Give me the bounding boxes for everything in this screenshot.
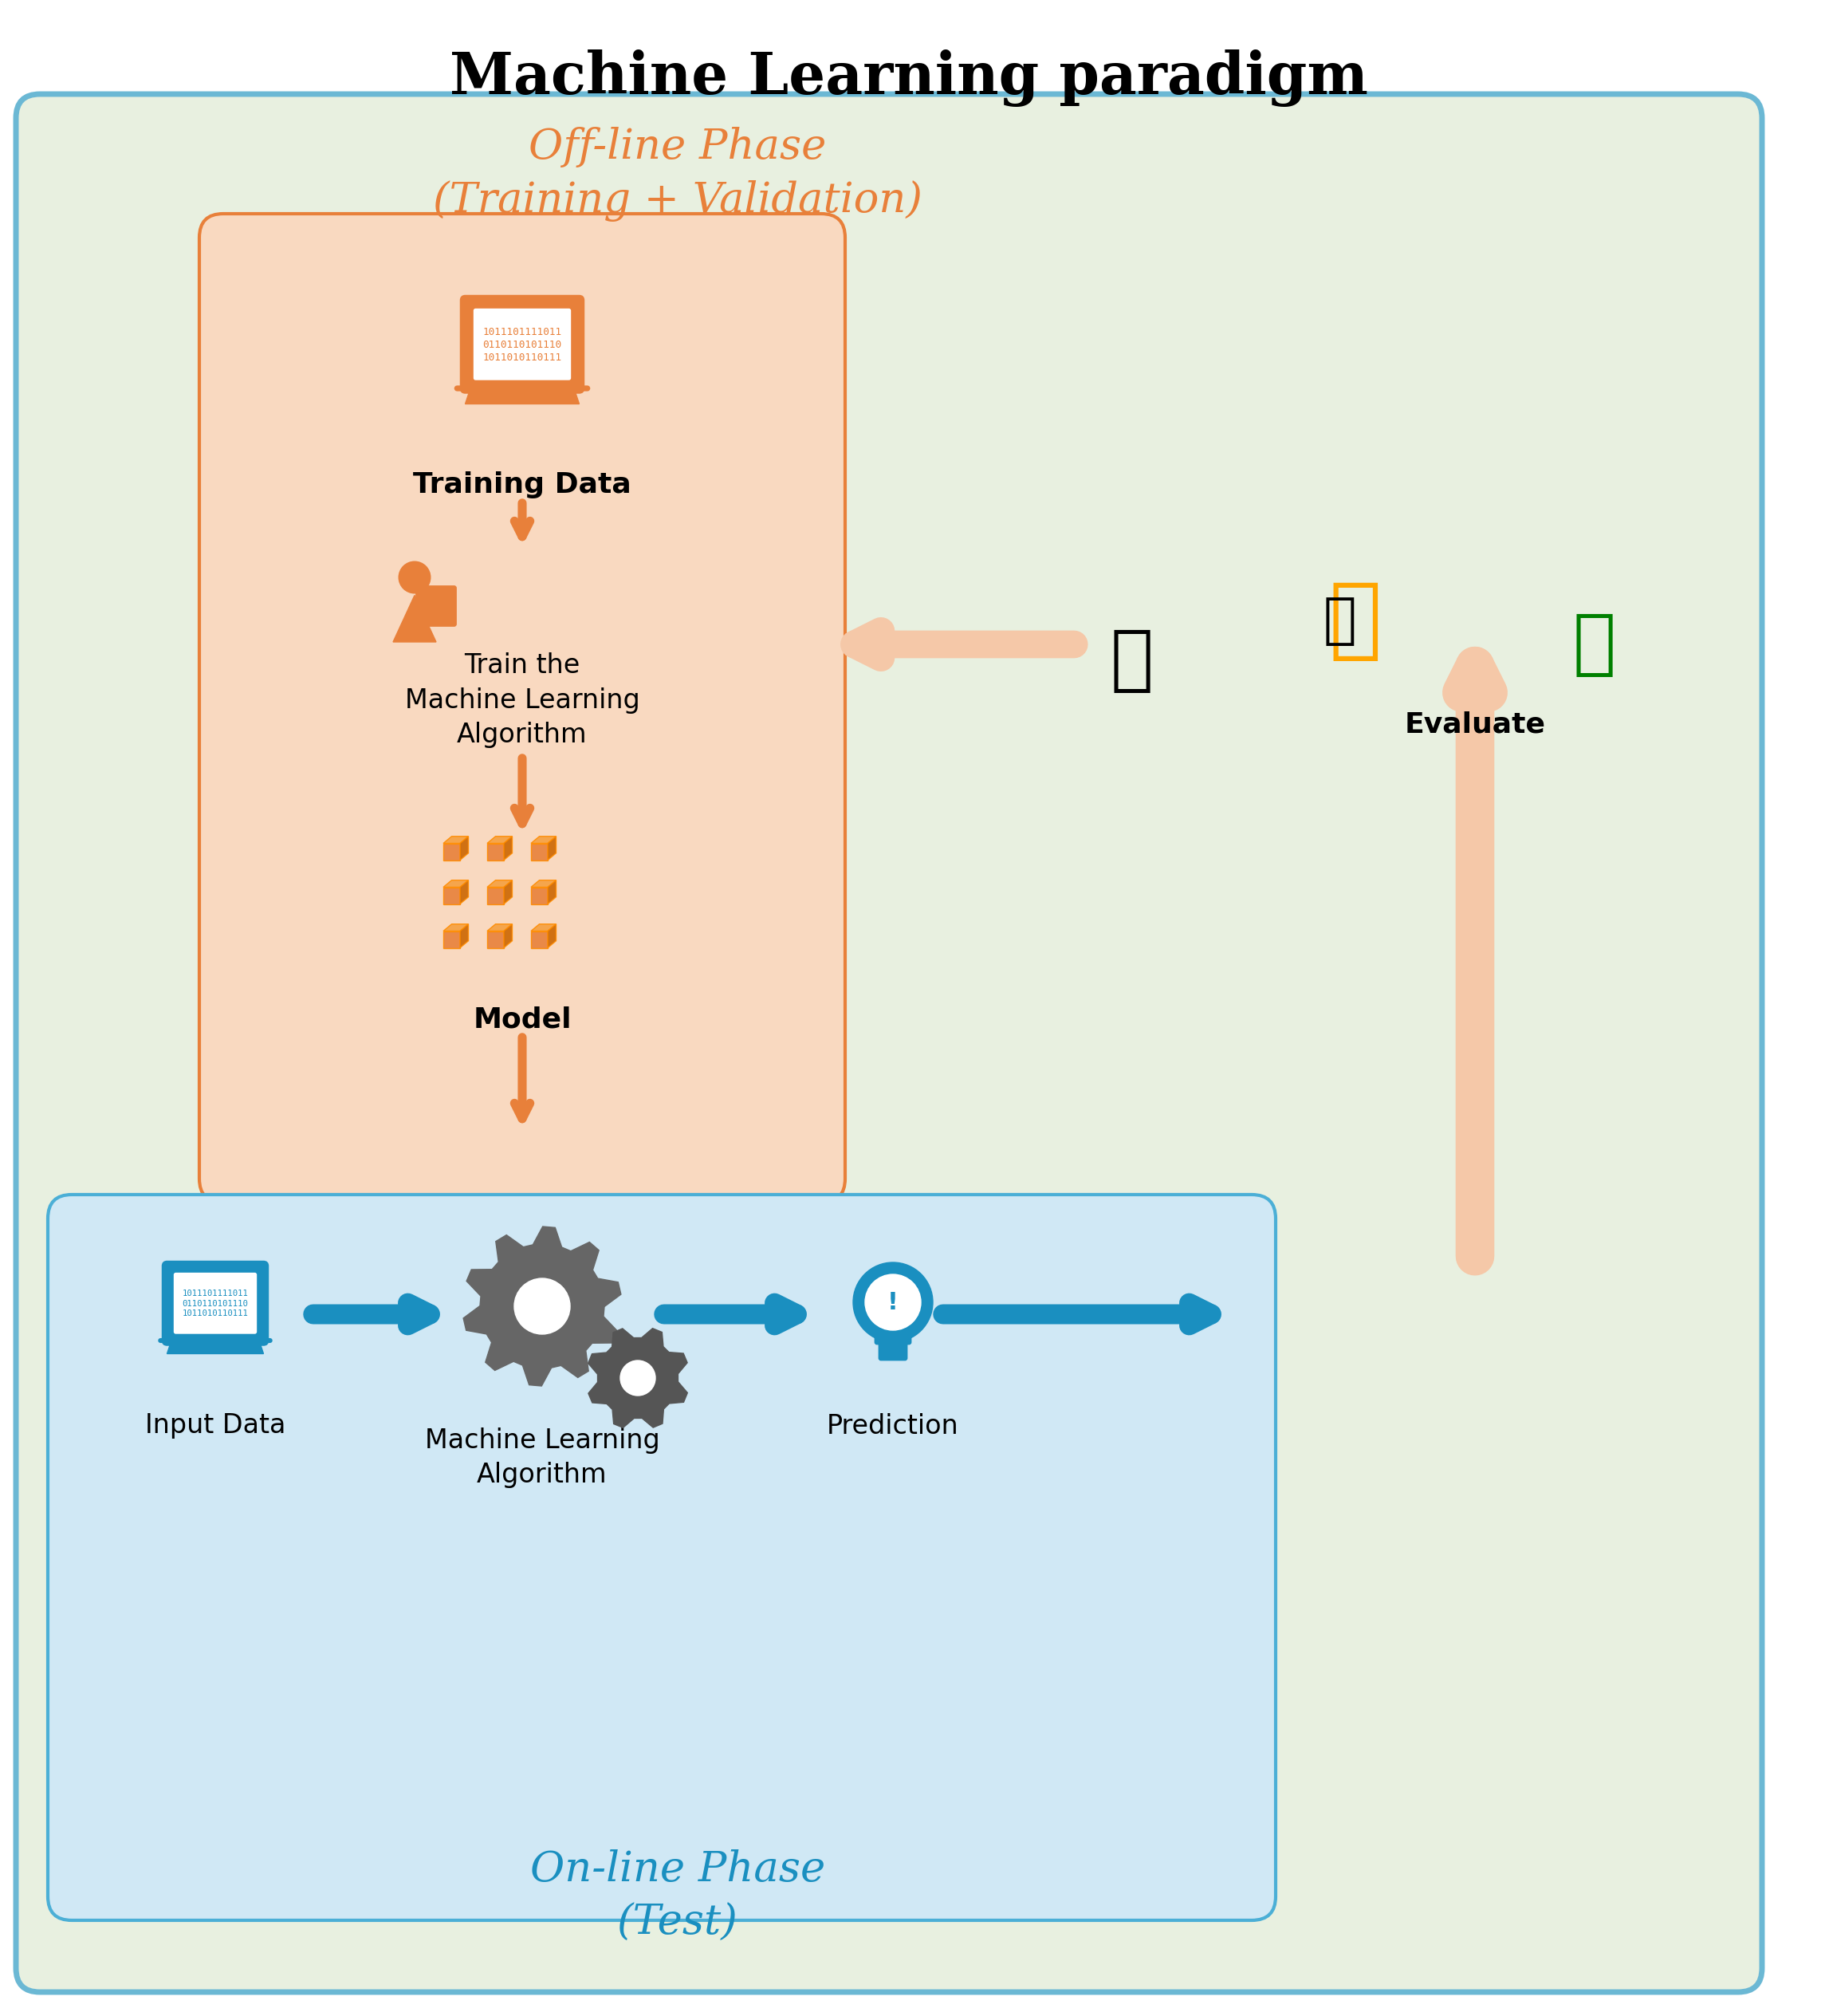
Polygon shape bbox=[548, 881, 555, 903]
Polygon shape bbox=[463, 1226, 621, 1385]
Polygon shape bbox=[461, 881, 468, 903]
Polygon shape bbox=[393, 595, 435, 641]
FancyBboxPatch shape bbox=[198, 214, 845, 1204]
Polygon shape bbox=[504, 923, 512, 948]
Circle shape bbox=[514, 1278, 570, 1335]
Circle shape bbox=[621, 1361, 656, 1395]
FancyBboxPatch shape bbox=[876, 1325, 910, 1345]
FancyBboxPatch shape bbox=[164, 1262, 268, 1345]
Polygon shape bbox=[488, 923, 512, 931]
Polygon shape bbox=[588, 1329, 688, 1427]
FancyBboxPatch shape bbox=[461, 296, 583, 393]
Polygon shape bbox=[443, 931, 461, 948]
FancyBboxPatch shape bbox=[473, 308, 570, 379]
Polygon shape bbox=[548, 923, 555, 948]
Text: !: ! bbox=[887, 1290, 898, 1314]
Polygon shape bbox=[443, 923, 468, 931]
Polygon shape bbox=[488, 837, 512, 843]
Polygon shape bbox=[488, 931, 504, 948]
Text: Training Data: Training Data bbox=[413, 472, 632, 498]
Polygon shape bbox=[488, 881, 512, 887]
Circle shape bbox=[865, 1274, 921, 1331]
Text: Off-line Phase
(Training + Validation): Off-line Phase (Training + Validation) bbox=[433, 127, 923, 222]
Text: 👎: 👎 bbox=[1111, 625, 1155, 696]
Polygon shape bbox=[532, 843, 548, 861]
FancyBboxPatch shape bbox=[16, 95, 1763, 1992]
Text: 📊: 📊 bbox=[1322, 595, 1357, 647]
Polygon shape bbox=[532, 923, 555, 931]
FancyBboxPatch shape bbox=[47, 1195, 1277, 1921]
Text: Train the
Machine Learning
Algorithm: Train the Machine Learning Algorithm bbox=[404, 653, 639, 748]
FancyBboxPatch shape bbox=[175, 1274, 257, 1333]
Polygon shape bbox=[532, 931, 548, 948]
Polygon shape bbox=[488, 887, 504, 903]
Text: Machine Learning
Algorithm: Machine Learning Algorithm bbox=[424, 1427, 659, 1488]
Polygon shape bbox=[461, 923, 468, 948]
FancyBboxPatch shape bbox=[880, 1337, 907, 1359]
Polygon shape bbox=[532, 887, 548, 903]
Polygon shape bbox=[464, 389, 579, 403]
Text: Machine Learning paradigm: Machine Learning paradigm bbox=[450, 50, 1368, 107]
Polygon shape bbox=[488, 843, 504, 861]
FancyBboxPatch shape bbox=[417, 587, 455, 625]
Polygon shape bbox=[443, 837, 468, 843]
Text: 1011101111011
0110110101110
1011010110111: 1011101111011 0110110101110 101101011011… bbox=[483, 327, 561, 363]
Polygon shape bbox=[504, 837, 512, 861]
Text: 🔍: 🔍 bbox=[1329, 579, 1382, 663]
Text: 1011101111011
0110110101110
1011010110111: 1011101111011 0110110101110 101101011011… bbox=[182, 1290, 248, 1318]
Circle shape bbox=[852, 1262, 932, 1343]
Text: Prediction: Prediction bbox=[827, 1413, 960, 1439]
Polygon shape bbox=[461, 837, 468, 861]
Polygon shape bbox=[532, 837, 555, 843]
Text: Model: Model bbox=[473, 1006, 572, 1032]
Polygon shape bbox=[504, 881, 512, 903]
Polygon shape bbox=[443, 887, 461, 903]
Polygon shape bbox=[443, 881, 468, 887]
Polygon shape bbox=[168, 1341, 264, 1353]
Polygon shape bbox=[532, 881, 555, 887]
Circle shape bbox=[399, 562, 430, 593]
Text: On-line Phase
(Test): On-line Phase (Test) bbox=[530, 1849, 825, 1943]
Polygon shape bbox=[443, 843, 461, 861]
Text: Evaluate: Evaluate bbox=[1404, 710, 1546, 738]
Text: 👍: 👍 bbox=[1573, 609, 1617, 679]
Polygon shape bbox=[548, 837, 555, 861]
Text: Input Data: Input Data bbox=[146, 1413, 286, 1439]
